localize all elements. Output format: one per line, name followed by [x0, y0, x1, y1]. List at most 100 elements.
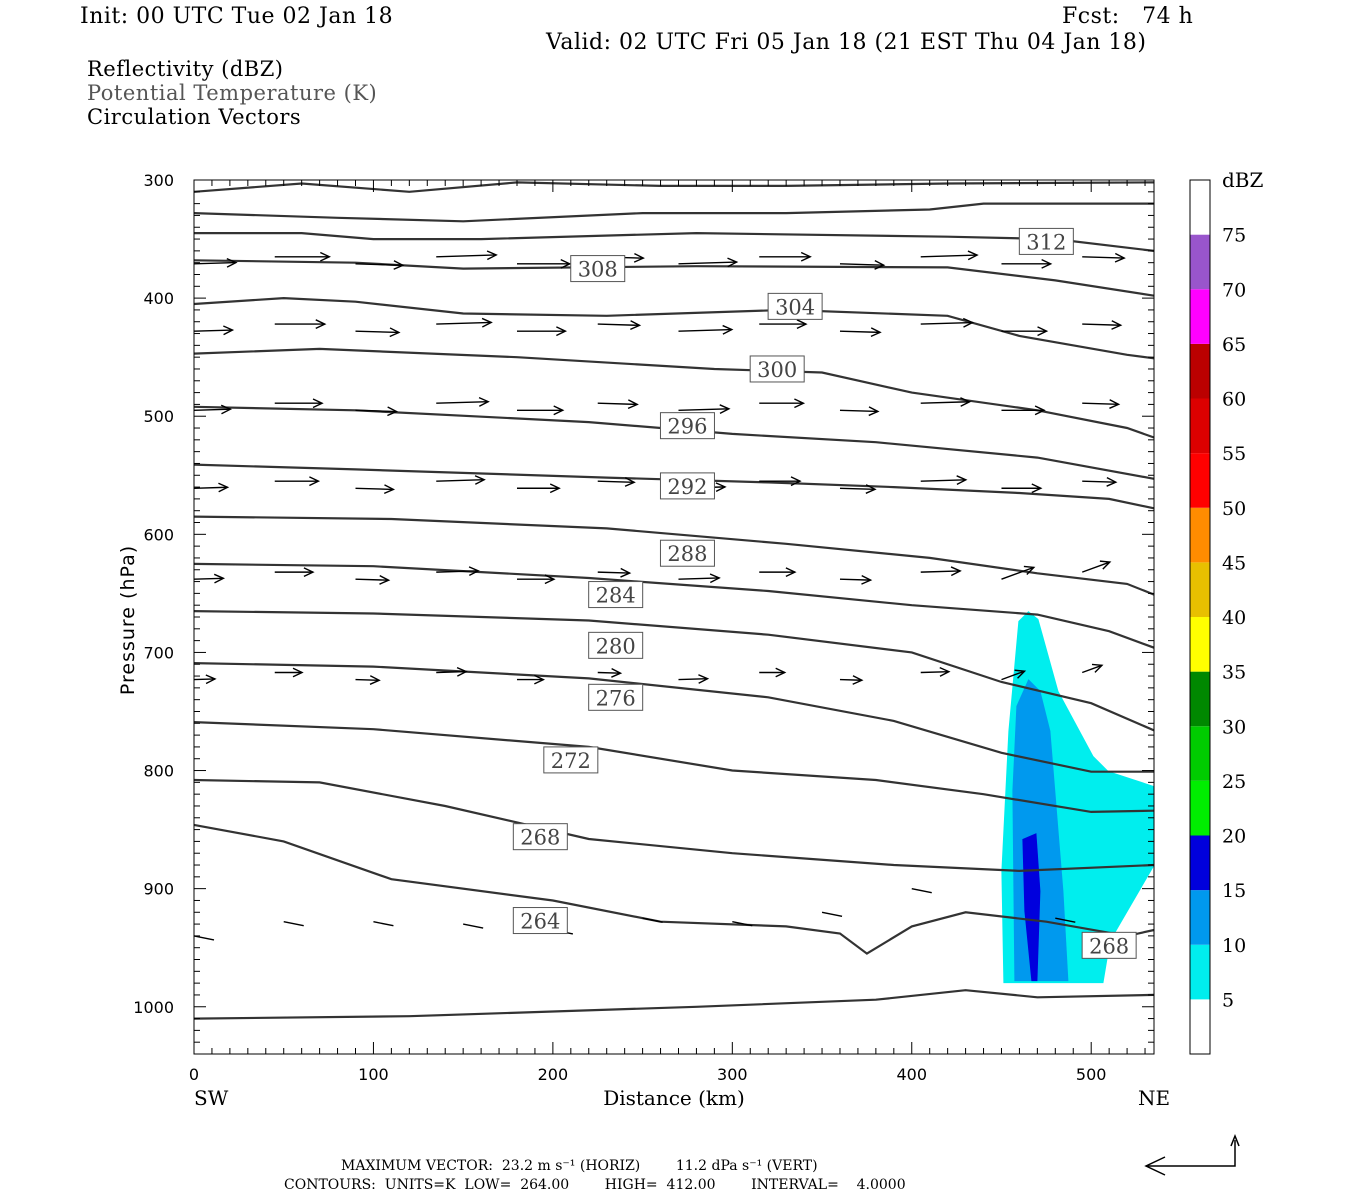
low-level-vector — [373, 921, 394, 927]
low-level-vector — [821, 911, 843, 917]
theta-contour-4 — [193, 296, 1155, 360]
field-potential-temperature: Potential Temperature (K) — [87, 81, 378, 105]
circulation-vector-head — [218, 482, 230, 493]
contour-label: 304 — [775, 295, 815, 319]
colorbar-label: 65 — [1222, 334, 1246, 356]
circulation-vector-head — [393, 260, 405, 270]
circulation-vector-head — [315, 319, 327, 329]
circulation-vector-head — [1091, 663, 1104, 673]
circulation-vector-head — [715, 482, 727, 493]
circulation-vector-head — [709, 573, 721, 584]
circulation-vector-head — [874, 260, 886, 270]
colorbar-swatch — [1190, 398, 1210, 454]
circulation-vector — [436, 254, 497, 258]
circulation-vector — [1082, 323, 1121, 326]
contour-label: 308 — [578, 258, 618, 282]
circulation-vector — [597, 571, 630, 574]
circulation-vector-head — [796, 319, 808, 329]
circulation-vector-head — [474, 475, 486, 485]
circulation-vector — [436, 400, 489, 404]
theta-contour-13 — [193, 778, 1155, 873]
circulation-vector-head — [303, 567, 315, 578]
circulation-vector — [920, 479, 966, 482]
colorbar-swatch — [1190, 835, 1210, 891]
circulation-vector — [678, 577, 720, 580]
circulation-vector-head — [383, 484, 396, 495]
circulation-vector — [436, 321, 492, 325]
theta-contour-15 — [193, 989, 1155, 1020]
circulation-vector — [839, 330, 881, 334]
circulation-vector — [597, 480, 635, 483]
ne-label: NE — [1138, 1086, 1170, 1110]
circulation-vector — [436, 479, 485, 482]
circulation-vector-head — [800, 251, 812, 262]
circulation-vector — [920, 670, 949, 674]
circulation-vector-head — [309, 476, 321, 487]
contour-label-box — [767, 292, 823, 320]
colorbar-label: 15 — [1222, 880, 1246, 902]
circulation-vector-head — [727, 257, 739, 268]
circulation-vector-head — [560, 258, 572, 269]
circulation-vector-head — [630, 320, 642, 330]
circulation-vector — [597, 402, 638, 406]
x-tick-label: 0 — [189, 1065, 199, 1084]
y-tick-label: 400 — [143, 289, 174, 308]
circulation-vector — [193, 408, 231, 412]
x-tick-label: 500 — [1076, 1065, 1107, 1084]
colorbar-swatch — [1190, 343, 1210, 399]
circulation-vector-head — [956, 475, 968, 485]
x-tick-label: 300 — [717, 1065, 748, 1084]
theta-contour-11 — [193, 662, 1154, 773]
circulation-vector-head — [620, 567, 632, 578]
colorbar-label: 10 — [1222, 935, 1246, 957]
init-time: Init: 00 UTC Tue 02 Jan 18 — [80, 4, 394, 29]
circulation-vector-head — [220, 404, 233, 415]
max-vector-note: MAXIMUM VECTOR: 23.2 m s⁻¹ (HORIZ) 11.2 … — [341, 1158, 818, 1174]
low-level-vector — [1055, 917, 1076, 923]
colorbar-below-5 — [1190, 999, 1210, 1054]
circulation-vector-head — [790, 476, 802, 487]
circulation-vector — [1082, 402, 1119, 406]
circulation-vector-head — [205, 674, 217, 685]
circulation-vector-head — [868, 406, 880, 417]
contour-label-box — [570, 255, 626, 283]
circulation-vector — [839, 487, 876, 491]
circulation-vector-head — [534, 674, 546, 685]
contour-label-box — [588, 683, 644, 711]
circulation-vector-head — [960, 397, 972, 407]
y-tick-label: 700 — [143, 643, 174, 662]
circulation-vector-head — [226, 257, 238, 268]
circulation-vector — [1081, 561, 1111, 573]
contours-note: CONTOURS: UNITS=K LOW= 264.00 HIGH= 412.… — [284, 1177, 906, 1193]
low-level-vector — [911, 887, 932, 894]
contour-label-box — [1081, 931, 1137, 959]
theta-contour-10 — [193, 610, 1155, 732]
circulation-vector-head — [967, 250, 979, 261]
colorbar-swatch — [1190, 234, 1210, 290]
contour-label-box — [659, 412, 715, 440]
contour-label-box — [588, 581, 644, 609]
colorbar-swatch — [1190, 180, 1210, 235]
contour-label-box — [588, 631, 644, 659]
sw-label: SW — [194, 1086, 229, 1110]
field-reflectivity: Reflectivity (dBZ) — [87, 57, 284, 81]
contour-label-box — [543, 746, 599, 774]
circulation-vector-head — [698, 674, 710, 684]
contour-labels: 312 308 304 300 296 292 288 284 280 276 272 268 264 2… — [512, 227, 1137, 959]
circulation-vector-head — [369, 675, 381, 685]
circulation-vector-head — [794, 398, 806, 409]
theta-contour-9 — [193, 562, 1155, 649]
colorbar-label: 35 — [1222, 662, 1246, 684]
circulation-vector-head — [950, 566, 962, 577]
low-level-vector — [732, 921, 753, 927]
y-tick-label: 800 — [143, 762, 174, 781]
circulation-vector — [920, 401, 970, 404]
circulation-vector — [1001, 670, 1025, 681]
circulation-vector-head — [865, 484, 877, 494]
contour-label: 312 — [1026, 230, 1066, 254]
circulation-vector-head — [556, 326, 568, 337]
circulation-vector — [839, 263, 884, 266]
colorbar-label: 55 — [1222, 443, 1246, 465]
y-axis-label: Pressure (hPa) — [117, 545, 139, 695]
